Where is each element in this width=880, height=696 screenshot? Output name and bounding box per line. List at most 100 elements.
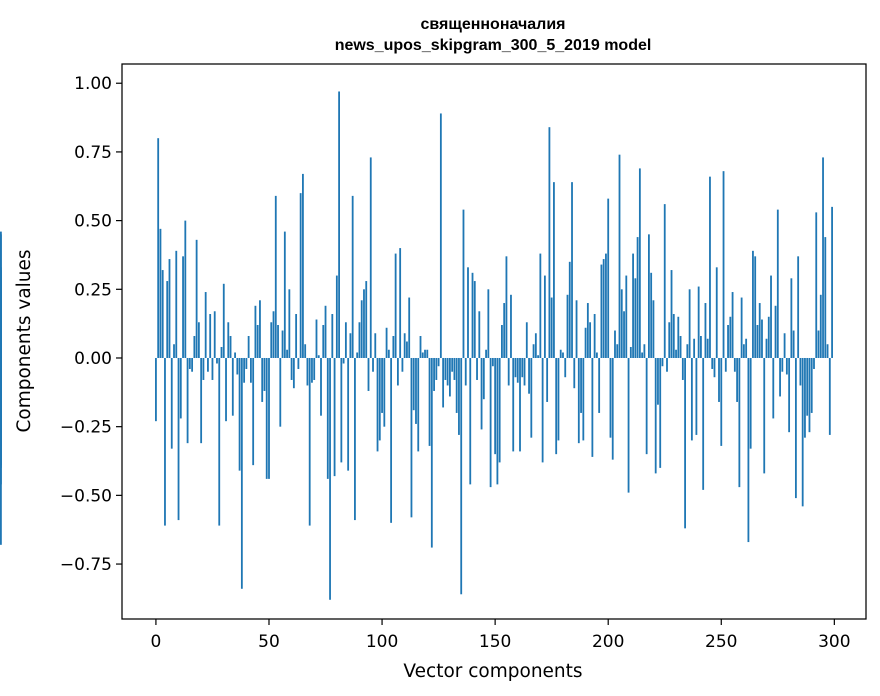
bar-component-undefined xyxy=(0,357,2,422)
bar-component-44 xyxy=(254,305,257,358)
bar-component-105 xyxy=(392,336,395,358)
bar-component-191 xyxy=(586,303,589,358)
bar-component-49 xyxy=(265,357,268,479)
bar-component-273 xyxy=(772,357,775,419)
bar-component-276 xyxy=(779,357,781,397)
bar-component-129 xyxy=(446,357,449,386)
bar-component-30 xyxy=(222,283,225,358)
bar-component-296 xyxy=(824,237,827,358)
bar-component-70 xyxy=(313,357,316,380)
bar-component-37 xyxy=(238,357,241,471)
bar-component-194 xyxy=(593,314,596,358)
bar-component-132 xyxy=(453,357,456,380)
bar-component-269 xyxy=(763,357,766,474)
bar-component-182 xyxy=(566,294,569,358)
bar-component-149 xyxy=(491,357,494,367)
bar-component-162 xyxy=(521,357,524,378)
bar-component-97 xyxy=(374,333,377,358)
y-tick-label: 0.50 xyxy=(74,212,112,232)
bar-component-202 xyxy=(611,357,614,460)
bar-component-287 xyxy=(804,357,806,438)
bar-component-115 xyxy=(415,357,417,424)
bar-component-263 xyxy=(749,357,752,449)
bar-component-98 xyxy=(376,357,379,452)
bar-component-146 xyxy=(485,349,487,358)
bar-component-133 xyxy=(455,357,458,413)
bar-component-81 xyxy=(338,91,340,358)
bar-component-221 xyxy=(654,357,657,474)
bar-component-135 xyxy=(460,357,463,595)
bar-component-113 xyxy=(410,357,413,518)
bar-component-176 xyxy=(553,182,555,358)
bar-component-4 xyxy=(164,357,166,526)
bar-component-236 xyxy=(688,289,691,358)
bar-component-53 xyxy=(274,195,277,358)
bar-component-283 xyxy=(794,357,797,499)
bar-component-72 xyxy=(317,355,320,358)
bar-component-266 xyxy=(756,325,759,358)
bar-component-197 xyxy=(600,264,603,358)
y-tick-label: −0.25 xyxy=(60,418,112,438)
bar-component-11 xyxy=(179,357,182,419)
bar-component-193 xyxy=(591,357,594,457)
bar-component-92 xyxy=(363,289,365,358)
bar-component-213 xyxy=(636,237,639,358)
bar-component-31 xyxy=(225,357,227,422)
bar-component-69 xyxy=(311,357,313,383)
bar-component-234 xyxy=(684,357,686,529)
bar-component-299 xyxy=(831,206,833,358)
bar-component-128 xyxy=(444,357,447,380)
bar-component-32 xyxy=(227,322,230,358)
bar-component-21 xyxy=(202,357,205,380)
bar-component-196 xyxy=(598,357,601,413)
bar-component-54 xyxy=(277,325,279,358)
bar-component-87 xyxy=(351,195,354,358)
bar-component-239 xyxy=(695,357,698,435)
bar-component-33 xyxy=(229,336,232,358)
bar-component-158 xyxy=(512,357,515,452)
bar-component-20 xyxy=(200,357,203,444)
bar-component-94 xyxy=(367,357,370,391)
bar-component-167 xyxy=(532,344,535,358)
bar-component-241 xyxy=(700,336,702,358)
bar-component-2 xyxy=(159,228,162,358)
x-tick-label: 50 xyxy=(258,632,280,652)
bar-component-265 xyxy=(754,256,757,358)
bar-component-41 xyxy=(247,336,250,358)
bar-component-208 xyxy=(625,275,628,358)
bar-component-106 xyxy=(394,253,397,358)
bar-component-235 xyxy=(686,344,689,358)
bar-component-258 xyxy=(738,357,741,488)
bar-component-107 xyxy=(396,357,399,386)
bar-component-245 xyxy=(709,176,711,358)
bar-component-110 xyxy=(403,333,406,358)
bar-component-203 xyxy=(614,330,616,358)
bar-component-254 xyxy=(729,316,732,358)
bar-component-225 xyxy=(663,204,666,358)
bar-component-63 xyxy=(297,357,300,369)
bar-component-278 xyxy=(783,333,786,358)
bar-component-189 xyxy=(582,357,585,441)
bar-component-154 xyxy=(503,303,506,358)
bar-component-89 xyxy=(356,352,359,358)
y-axis-label: Components values xyxy=(14,249,35,432)
bar-component-259 xyxy=(740,297,743,358)
bar-component-218 xyxy=(648,234,650,358)
x-tick-label: 100 xyxy=(366,632,398,652)
y-tick-label: −0.50 xyxy=(60,486,112,506)
bar-component-285 xyxy=(799,357,802,386)
bar-component-298 xyxy=(828,357,831,435)
bar-component-27 xyxy=(216,357,218,364)
bar-component-281 xyxy=(790,278,793,358)
x-tick-label: 0 xyxy=(151,632,162,652)
bar-component-272 xyxy=(770,275,772,358)
bar-component-198 xyxy=(602,259,605,358)
bar-component-126 xyxy=(439,113,442,358)
bar-component-111 xyxy=(406,341,408,358)
bar-component-264 xyxy=(752,250,754,358)
bar-component-147 xyxy=(487,289,490,358)
bar-component-88 xyxy=(354,357,356,521)
bar-component-148 xyxy=(489,357,492,488)
bar-component-18 xyxy=(195,239,198,358)
